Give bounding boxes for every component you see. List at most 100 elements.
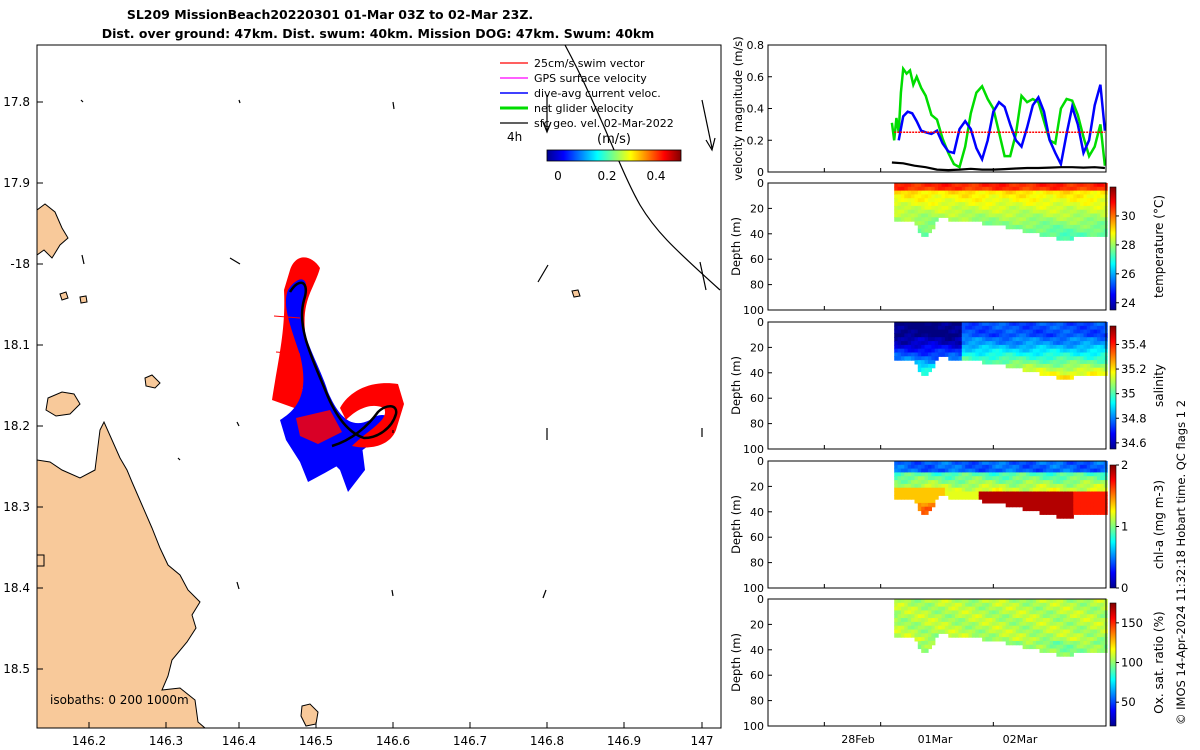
heatmap-cell — [1022, 337, 1027, 342]
heatmap-cell — [1019, 502, 1024, 508]
heatmap-cell — [1009, 618, 1014, 623]
heatmap-cell — [924, 198, 929, 203]
heatmap-cell — [894, 352, 899, 357]
heatmap-cell — [938, 599, 943, 604]
heatmap-cell — [955, 198, 959, 203]
heatmap-cell — [985, 618, 990, 623]
heatmap-cell — [1080, 221, 1085, 226]
heatmap-cell — [992, 213, 997, 218]
heatmap-cell — [1093, 232, 1098, 237]
heatmap-cell — [1066, 506, 1071, 512]
heatmap-cell — [1080, 629, 1085, 634]
map-frame — [36, 44, 722, 729]
heatmap-cell — [965, 329, 970, 334]
heatmap-cell — [917, 329, 922, 334]
heatmap-cell — [1083, 614, 1088, 619]
heatmap-cell — [1097, 217, 1101, 222]
heatmap-cell — [1049, 341, 1054, 346]
heatmap-cell — [1083, 472, 1088, 477]
heatmap-cell — [1097, 633, 1101, 638]
heatmap-cell — [900, 356, 905, 361]
heatmap-cell — [999, 499, 1003, 504]
heatmap-cell — [1056, 198, 1061, 203]
heatmap-cell — [931, 183, 936, 188]
map-y-tick-label: 18.3 — [3, 500, 30, 514]
heatmap-cell — [995, 356, 1000, 361]
heatmap-cell — [921, 190, 926, 195]
heatmap-cell — [1073, 232, 1078, 237]
heatmap-cell — [921, 468, 926, 473]
heatmap-cell — [1086, 352, 1091, 357]
heatmap-cell — [907, 610, 912, 615]
heatmap-cell — [1059, 322, 1064, 327]
heatmap-cell — [985, 322, 990, 327]
heatmap-cell — [897, 209, 902, 215]
heatmap-cell — [1039, 205, 1044, 211]
heatmap-cell — [1019, 333, 1024, 338]
heatmap-cell — [1066, 363, 1071, 369]
heatmap-cell — [938, 468, 943, 473]
heatmap-cell — [1042, 502, 1047, 508]
heatmap-cell — [1076, 232, 1081, 237]
heatmap-cell — [1086, 228, 1091, 234]
heatmap-cell — [1083, 356, 1088, 361]
heatmap-cell — [1069, 228, 1074, 234]
heatmap-cell — [931, 348, 936, 354]
heatmap-cell — [941, 614, 946, 619]
heatmap-cell — [1063, 487, 1068, 493]
heatmap-cell — [955, 356, 959, 361]
heatmap-cell — [975, 217, 980, 222]
heatmap-cell — [1056, 363, 1061, 369]
heatmap-cell — [1073, 352, 1078, 357]
heatmap-cell — [1097, 202, 1101, 207]
heatmap-cell — [978, 213, 983, 218]
heatmap-cell — [1019, 209, 1024, 215]
heatmap-cell — [1093, 344, 1098, 350]
heatmap-cell — [951, 348, 956, 354]
heatmap-cell — [985, 614, 990, 619]
heatmap-cell — [917, 356, 922, 361]
heatmap-cell — [1080, 322, 1085, 327]
heatmap-cell — [1042, 213, 1047, 218]
heatmap-cell — [944, 483, 949, 489]
heatmap-cell — [944, 621, 949, 627]
heatmap-cell — [971, 602, 976, 608]
heatmap-cell — [1005, 483, 1010, 489]
heatmap-cell — [934, 202, 939, 207]
heatmap-cell — [944, 337, 949, 342]
heatmap-cell — [941, 602, 946, 608]
heatmap-cell — [907, 183, 912, 188]
heatmap-cell — [1086, 202, 1091, 207]
heatmap-cell — [951, 194, 956, 199]
heatmap-cell — [1009, 190, 1014, 195]
heatmap-cell — [1046, 468, 1051, 473]
heatmap-cell — [1009, 472, 1014, 477]
heatmap-cell — [931, 213, 936, 218]
heatmap-cell — [999, 464, 1003, 470]
heatmap-cell — [1086, 209, 1091, 215]
heatmap-cell — [1029, 213, 1034, 218]
heatmap-cell — [965, 341, 970, 346]
heatmap-cell — [1009, 491, 1014, 496]
heatmap-cell — [1059, 205, 1064, 211]
heatmap-cell — [988, 491, 993, 496]
heatmap-cell — [907, 186, 912, 192]
heatmap-cell — [1063, 329, 1068, 334]
heatmap-cell — [931, 625, 936, 631]
heatmap-cell — [928, 487, 932, 493]
heatmap-cell — [1039, 213, 1044, 218]
heatmap-cell — [1032, 325, 1037, 331]
heatmap-cell — [1100, 344, 1105, 350]
heatmap-cell — [894, 610, 899, 615]
heatmap-cell — [1080, 606, 1085, 611]
heatmap-cell — [921, 487, 926, 493]
heatmap-cell — [1076, 483, 1081, 489]
heatmap-cell — [958, 194, 963, 199]
y-tick-label: 0 — [757, 455, 764, 468]
heatmap-cell — [911, 209, 916, 215]
heatmap-cell — [1080, 217, 1085, 222]
heatmap-cell — [1056, 224, 1061, 230]
heatmap-cell — [1019, 610, 1024, 615]
heatmap-cell — [961, 491, 966, 496]
heatmap-cell — [975, 602, 980, 608]
